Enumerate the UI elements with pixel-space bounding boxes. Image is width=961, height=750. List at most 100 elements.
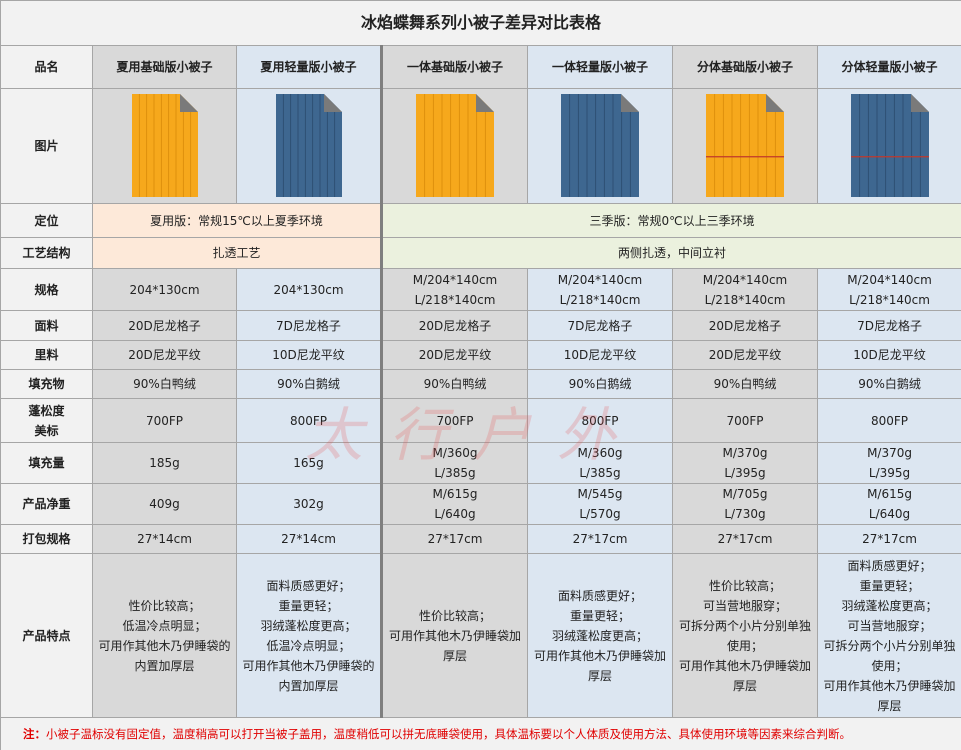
product-name: 夏用轻量版小被子 (236, 45, 382, 89)
product-name: 分体基础版小被子 (672, 45, 818, 89)
quilt-image (275, 94, 342, 197)
row-label: 里料 (0, 340, 93, 370)
table-row: 填充物 90%白鸭绒 90%白鹅绒 90%白鸭绒 90%白鹅绒 90%白鸭绒 90%白鹅绒 (0, 369, 961, 399)
table-row: 工艺结构 扎透工艺 两侧扎透，中间立衬 (0, 237, 961, 269)
cell: 409g (92, 483, 237, 525)
table-row: 图片 (0, 88, 961, 204)
cell: 10D尼龙平纹 (236, 340, 382, 370)
cell: 700FP (380, 398, 528, 443)
row-label: 品名 (0, 45, 93, 89)
table-row: 蓬松度 美标 700FP 800FP 700FP 800FP 700FP 800FP (0, 398, 961, 443)
cell: M/204*140cm L/218*140cm (816, 268, 961, 311)
row-label: 图片 (0, 88, 93, 204)
cell: 性价比较高； 可当营地服穿； 可拆分两个小片分别单独 使用； 可用作其他木乃伊睡… (672, 553, 818, 718)
product-image-cell (672, 88, 818, 204)
table-row: 产品净重 409g 302g M/615g L/640g M/545g L/570g M/… (0, 483, 961, 525)
table-row: 面料 20D尼龙格子 7D尼龙格子 20D尼龙格子 7D尼龙格子 20D尼龙格子 7D尼龙格… (0, 310, 961, 341)
cell: M/705g L/730g (672, 483, 818, 525)
note-text: 小被子温标没有固定值，温度稍高可以打开当被子盖用，温度稍低可以拼无底睡袋使用，具… (46, 727, 851, 741)
table-row: 打包规格 27*14cm 27*14cm 27*17cm 27*17cm 27*17cm 2… (0, 524, 961, 554)
cell: 800FP (527, 398, 673, 443)
product-name: 一体基础版小被子 (380, 45, 528, 89)
cell: 7D尼龙格子 (816, 310, 961, 341)
cell: 165g (236, 442, 382, 484)
cell: M/360g L/385g (527, 442, 673, 484)
cell: 20D尼龙平纹 (672, 340, 818, 370)
cell: 90%白鹅绒 (816, 369, 961, 399)
merged-cell: 扎透工艺 (92, 237, 382, 269)
cell: 700FP (92, 398, 237, 443)
note: 注：小被子温标没有固定值，温度稍高可以打开当被子盖用，温度稍低可以拼无底睡袋使用… (0, 717, 961, 750)
cell: 27*17cm (380, 524, 528, 554)
cell: 7D尼龙格子 (236, 310, 382, 341)
cell: 204*130cm (92, 268, 237, 311)
cell: M/545g L/570g (527, 483, 673, 525)
product-name: 一体轻量版小被子 (527, 45, 673, 89)
merged-cell: 夏用版：常规15℃以上夏季环境 (92, 203, 382, 238)
product-image-cell (380, 88, 528, 204)
cell: 20D尼龙格子 (92, 310, 237, 341)
cell: 面料质感更好； 重量更轻； 羽绒蓬松度更高； 可当营地服穿； 可拆分两个小片分别… (816, 553, 961, 718)
product-image-cell (816, 88, 961, 204)
product-image-cell (236, 88, 382, 204)
cell: 90%白鹅绒 (527, 369, 673, 399)
cell: 10D尼龙平纹 (816, 340, 961, 370)
table-row: 定位 夏用版：常规15℃以上夏季环境 三季版：常规0℃以上三季环境 (0, 203, 961, 238)
quilt-image (850, 94, 929, 197)
row-label: 打包规格 (0, 524, 93, 554)
cell: 90%白鸭绒 (92, 369, 237, 399)
cell: M/360g L/385g (380, 442, 528, 484)
merged-cell: 两侧扎透，中间立衬 (379, 237, 961, 269)
cell: M/204*140cm L/218*140cm (527, 268, 673, 311)
cell: 7D尼龙格子 (527, 310, 673, 341)
cell: 90%白鸭绒 (672, 369, 818, 399)
product-image-cell (92, 88, 237, 204)
cell: 性价比较高； 低温冷点明显； 可用作其他木乃伊睡袋的 内置加厚层 (92, 553, 237, 718)
cell: 20D尼龙平纹 (380, 340, 528, 370)
cell: 27*17cm (527, 524, 673, 554)
table-row: 注：小被子温标没有固定值，温度稍高可以打开当被子盖用，温度稍低可以拼无底睡袋使用… (0, 717, 961, 750)
cell: M/370g L/395g (672, 442, 818, 484)
cell: 185g (92, 442, 237, 484)
row-label: 填充量 (0, 442, 93, 484)
cell: 90%白鹅绒 (236, 369, 382, 399)
row-label: 蓬松度 美标 (0, 398, 93, 443)
cell: M/615g L/640g (816, 483, 961, 525)
cell: 204*130cm (236, 268, 382, 311)
cell: M/204*140cm L/218*140cm (672, 268, 818, 311)
cell: 27*17cm (816, 524, 961, 554)
cell: 20D尼龙平纹 (92, 340, 237, 370)
product-name: 分体轻量版小被子 (816, 45, 961, 89)
product-name: 夏用基础版小被子 (92, 45, 237, 89)
cell: M/370g L/395g (816, 442, 961, 484)
row-label: 工艺结构 (0, 237, 93, 269)
quilt-image (561, 94, 639, 197)
cell: M/615g L/640g (380, 483, 528, 525)
quilt-image (416, 94, 494, 197)
cell: 27*14cm (236, 524, 382, 554)
cell: 27*14cm (92, 524, 237, 554)
cell: 20D尼龙格子 (672, 310, 818, 341)
cell: 302g (236, 483, 382, 525)
cell: 面料质感更好； 重量更轻； 羽绒蓬松度更高； 低温冷点明显； 可用作其他木乃伊睡… (236, 553, 382, 718)
cell: 20D尼龙格子 (380, 310, 528, 341)
cell: 90%白鸭绒 (380, 369, 528, 399)
cell: 面料质感更好； 重量更轻； 羽绒蓬松度更高； 可用作其他木乃伊睡袋加 厚层 (527, 553, 673, 718)
row-label: 面料 (0, 310, 93, 341)
row-label: 定位 (0, 203, 93, 238)
row-label: 规格 (0, 268, 93, 311)
quilt-image (706, 94, 784, 197)
quilt-image (131, 94, 198, 197)
cell: 27*17cm (672, 524, 818, 554)
table-row: 品名 夏用基础版小被子 夏用轻量版小被子 一体基础版小被子 一体轻量版小被子 分体基础版小… (0, 45, 961, 89)
product-image-cell (527, 88, 673, 204)
table-row: 规格 204*130cm 204*130cm M/204*140cm L/218*14… (0, 268, 961, 311)
cell: 800FP (816, 398, 961, 443)
table-row: 产品特点 性价比较高； 低温冷点明显； 可用作其他木乃伊睡袋的 内置加厚层 面料质感… (0, 553, 961, 718)
merged-cell: 三季版：常规0℃以上三季环境 (379, 203, 961, 238)
table-row: 冰焰蝶舞系列小被子差异对比表格 (0, 0, 961, 46)
cell: 700FP (672, 398, 818, 443)
note-label: 注： (23, 727, 46, 741)
